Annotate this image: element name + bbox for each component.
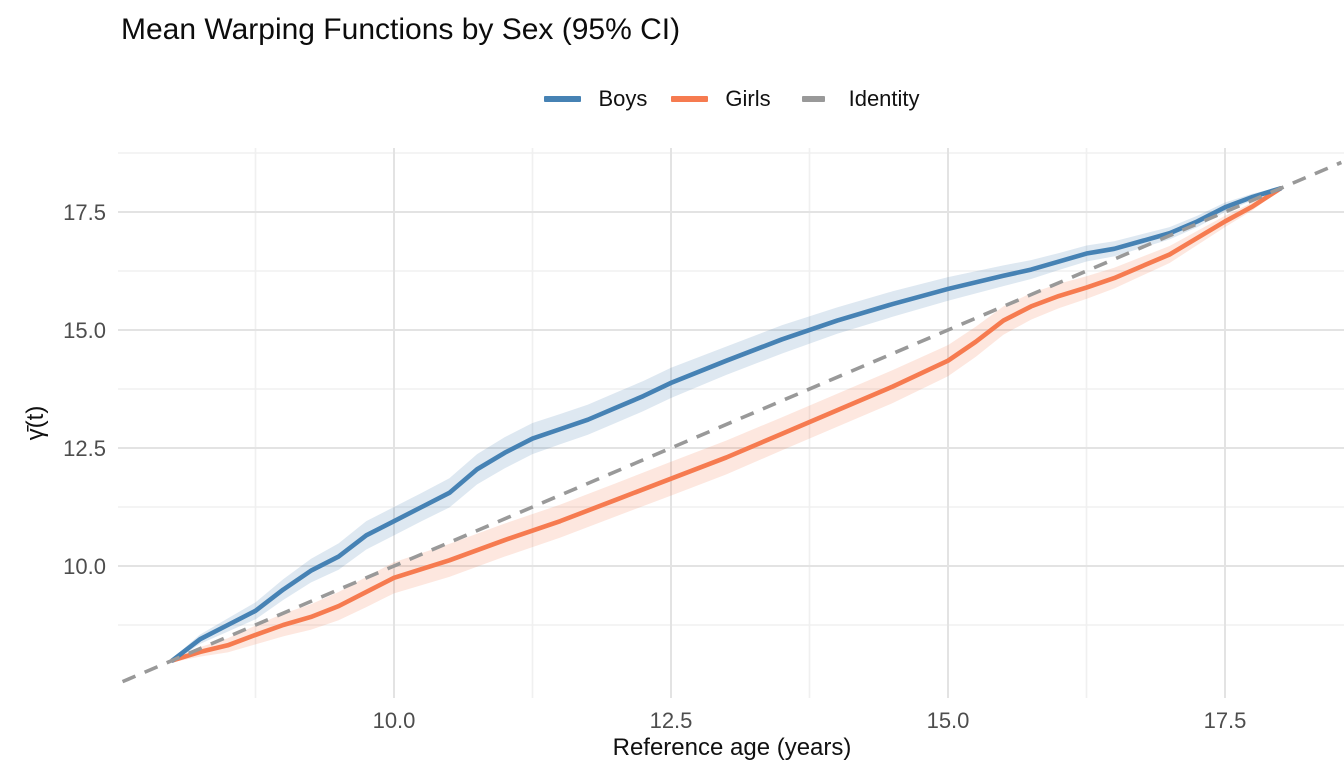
y-tick-label: 10.0 [63, 554, 106, 579]
chart-title: Mean Warping Functions by Sex (95% CI) [121, 13, 681, 46]
y-tick-label: 17.5 [63, 200, 106, 225]
x-tick-label: 10.0 [373, 708, 416, 733]
girls-line-key [671, 96, 709, 102]
boys-mean-line [170, 186, 1283, 663]
identity-line [121, 160, 1343, 684]
legend-label-identity: Identity [848, 86, 920, 111]
legend: Boys Girls Identity [120, 86, 1344, 112]
girls-mean-line [170, 186, 1283, 663]
y-tick-label: 15.0 [63, 318, 106, 343]
legend-item-identity: Identity [795, 86, 920, 112]
identity-dash-key [795, 96, 832, 102]
legend-label-girls: Girls [725, 86, 771, 111]
x-tick-label: 12.5 [650, 708, 693, 733]
legend-label-boys: Boys [598, 86, 648, 111]
y-axis-title: γ̄(t) [22, 405, 49, 441]
x-tick-label: 15.0 [927, 708, 970, 733]
x-tick-label: 17.5 [1204, 708, 1247, 733]
legend-item-boys: Boys [544, 86, 647, 112]
y-tick-label: 12.5 [63, 436, 106, 461]
x-axis-title: Reference age (years) [612, 734, 852, 761]
boys-line-key [544, 96, 582, 102]
legend-item-girls: Girls [671, 86, 771, 112]
